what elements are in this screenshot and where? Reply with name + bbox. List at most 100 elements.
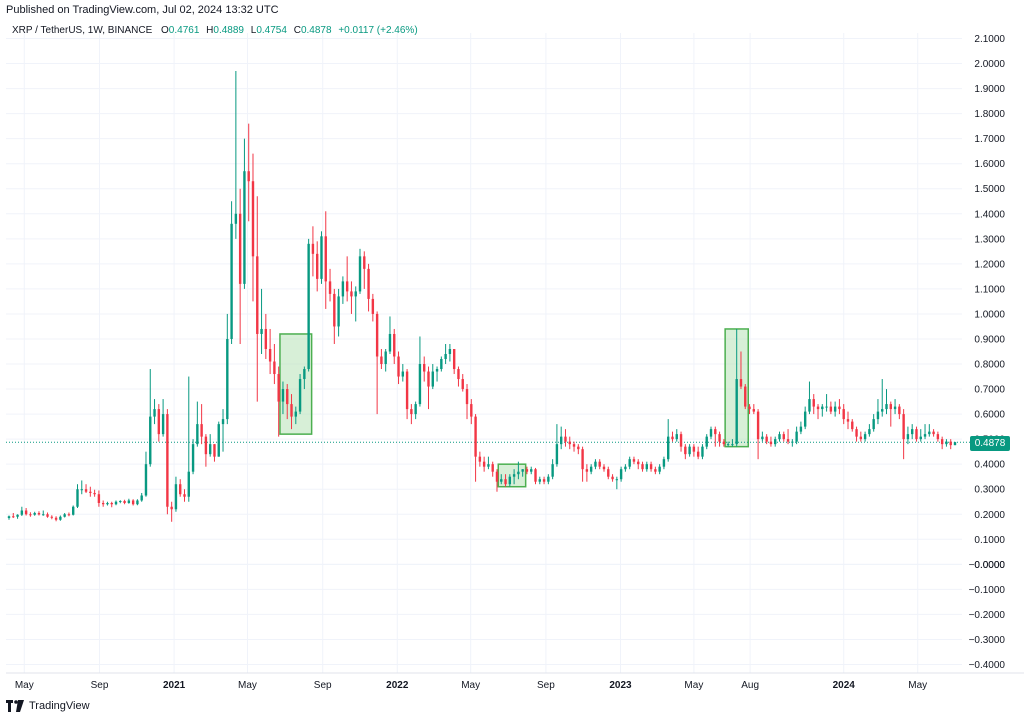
candle-body — [684, 446, 687, 455]
high-value: 0.4889 — [213, 25, 244, 36]
candle-body — [397, 356, 400, 377]
y-tick-label: 1.9000 — [974, 84, 1005, 95]
candle-body — [517, 471, 520, 475]
candle-body — [812, 399, 815, 407]
candle-body — [452, 348, 456, 370]
candle-body — [842, 409, 845, 420]
y-tick-label: 2.0000 — [974, 59, 1005, 70]
open-value: 0.4761 — [168, 25, 200, 36]
candle-body — [555, 444, 559, 465]
candle-body — [632, 459, 636, 462]
candle-body — [298, 379, 302, 412]
candle-body — [200, 424, 203, 437]
candle-body — [307, 243, 310, 370]
candle-body — [825, 406, 828, 408]
x-tick-label: Sep — [314, 680, 332, 691]
candle-body — [333, 293, 336, 327]
candle-body — [221, 419, 225, 425]
y-tick-label: 1.2000 — [974, 259, 1005, 270]
y-tick-label: 1.4000 — [974, 209, 1005, 220]
candle-body — [393, 333, 396, 357]
candle-body — [564, 436, 567, 442]
y-tick-label: 1.7000 — [974, 134, 1005, 145]
candle-body — [893, 406, 897, 410]
candle-body — [778, 434, 781, 440]
candle-body — [551, 464, 554, 477]
candle-body — [744, 386, 747, 407]
candle-body — [59, 516, 62, 520]
x-tick-label: Sep — [537, 680, 555, 691]
candle-body — [803, 411, 807, 427]
candle-body — [709, 429, 713, 437]
candle-body — [761, 436, 764, 440]
y-tick-label: 1.3000 — [974, 234, 1005, 245]
candle-body — [594, 461, 597, 467]
candle-body — [358, 256, 362, 292]
candle-body — [247, 171, 250, 182]
candle-body — [119, 500, 122, 502]
candle-body — [427, 371, 430, 387]
candle-body — [33, 513, 36, 515]
candle-body — [645, 464, 649, 470]
candle-body — [679, 434, 683, 447]
candle-body — [714, 429, 717, 435]
candle-body — [375, 313, 379, 357]
y-tick-label: 0.1000 — [974, 535, 1005, 546]
candle-body — [187, 471, 190, 497]
y-tick-label: 1.0000 — [974, 309, 1005, 320]
candle-body — [431, 371, 434, 387]
candle-body — [932, 431, 935, 435]
y-tick-label: 1.5000 — [974, 184, 1005, 195]
candle-body — [542, 479, 546, 482]
candle-body — [718, 434, 721, 442]
candle-body — [598, 461, 601, 467]
candle-body — [277, 374, 280, 402]
candle-body — [260, 328, 263, 334]
candle-body — [149, 416, 152, 465]
candle-body — [418, 364, 422, 405]
candle-body — [705, 436, 708, 447]
candle-body — [611, 476, 614, 480]
candle-body — [667, 436, 670, 460]
candle-body — [251, 181, 255, 257]
candle-body — [868, 429, 871, 435]
y-tick-label: 0.4000 — [974, 460, 1005, 471]
candle-body — [320, 236, 323, 279]
candle-body — [547, 476, 550, 482]
candle-body — [572, 444, 576, 447]
candle-body — [530, 469, 533, 472]
candle-body — [435, 369, 439, 372]
candle-body — [281, 389, 285, 402]
candle-body — [637, 461, 640, 465]
y-tick-label: 0.7000 — [974, 385, 1005, 396]
y-tick-label: 0.3000 — [974, 485, 1005, 496]
candle-body — [487, 464, 490, 467]
y-tick-label: 1.8000 — [974, 109, 1005, 120]
candle-body — [256, 256, 259, 334]
candle-body — [726, 444, 730, 446]
candle-body — [675, 434, 678, 440]
y-tick-label: −0.0000 — [969, 560, 1006, 571]
candle-body — [628, 459, 631, 467]
candle-body — [919, 436, 922, 440]
candle-body — [12, 516, 15, 518]
candle-body — [140, 495, 143, 501]
candle-body — [50, 516, 54, 518]
y-tick-label: 2.1000 — [974, 34, 1005, 45]
candle-body — [174, 484, 178, 510]
candle-body — [208, 444, 212, 455]
close-value: 0.4878 — [300, 25, 332, 36]
low-label: L — [250, 25, 257, 36]
candle-body — [662, 459, 666, 467]
candle-body — [671, 436, 674, 440]
change-value: +0.0117 (+2.46%) — [338, 25, 418, 36]
candle-body — [619, 469, 623, 480]
candle-body — [559, 436, 563, 445]
candle-body — [191, 444, 195, 472]
candle-body — [568, 441, 571, 445]
y-tick-label: −0.4000 — [969, 660, 1006, 671]
candle-body — [345, 281, 349, 292]
x-tick-label: Sep — [91, 680, 109, 691]
candle-body — [238, 213, 242, 284]
